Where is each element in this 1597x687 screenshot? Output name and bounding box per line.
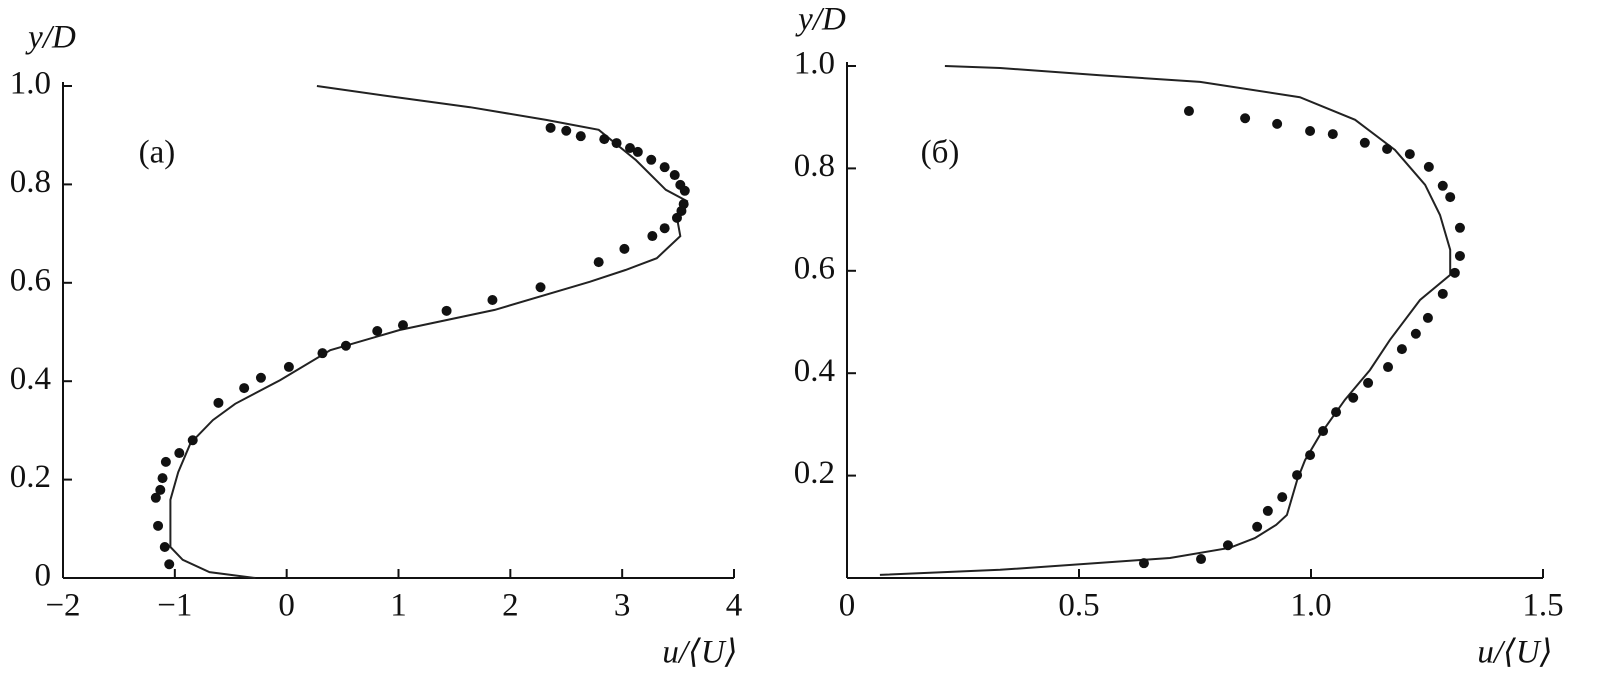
y-tick-label: 0.6 <box>10 262 51 298</box>
y-axis-label: y/D <box>25 20 76 56</box>
data-point <box>1423 161 1434 172</box>
x-tick-label: 1.5 <box>1522 588 1563 624</box>
y-tick-label: 0.2 <box>10 459 51 495</box>
data-point <box>575 131 586 142</box>
data-point <box>1331 407 1342 418</box>
data-point <box>174 448 185 459</box>
data-point <box>239 383 250 394</box>
data-point <box>1138 558 1149 569</box>
x-tick-label: 1 <box>390 588 407 624</box>
data-point <box>1252 521 1263 532</box>
data-point <box>599 134 610 145</box>
data-point <box>1449 267 1460 278</box>
x-tick-label: 0 <box>278 588 295 624</box>
data-point <box>1437 288 1448 299</box>
data-point <box>1437 180 1448 191</box>
data-point <box>317 348 328 359</box>
data-point <box>593 257 604 268</box>
profile-line <box>169 85 689 579</box>
data-point <box>1445 192 1456 203</box>
x-tick-label: −1 <box>157 588 192 624</box>
data-point <box>372 326 383 337</box>
data-point <box>155 484 166 495</box>
y-tick-label: 0.8 <box>10 164 51 200</box>
x-tick-label: 4 <box>726 588 743 624</box>
data-point <box>1454 250 1465 261</box>
data-point <box>340 340 351 351</box>
data-point <box>1318 426 1329 437</box>
data-point <box>397 320 408 331</box>
data-point <box>153 520 164 531</box>
data-point <box>1305 450 1316 461</box>
data-point <box>1183 106 1194 117</box>
y-tick-label: 0 <box>35 558 52 594</box>
data-point <box>164 559 175 570</box>
y-tick-label: 1.0 <box>10 66 51 102</box>
data-point <box>1383 362 1394 373</box>
panel-label: (a) <box>139 135 176 171</box>
data-point <box>1410 328 1421 339</box>
x-tick-label: 0.5 <box>1058 588 1099 624</box>
data-point <box>1262 505 1273 516</box>
data-point <box>611 138 622 149</box>
data-point <box>1404 149 1415 160</box>
data-point <box>150 492 161 503</box>
x-axis-label: u/⟨U⟩ <box>662 635 737 671</box>
data-point <box>659 162 670 173</box>
data-point <box>1292 470 1303 481</box>
x-tick-label: 3 <box>614 588 631 624</box>
data-point <box>1327 129 1338 140</box>
x-tick-label: −2 <box>45 588 80 624</box>
y-tick-label: 1.0 <box>794 46 835 82</box>
data-point <box>159 542 170 553</box>
data-point <box>487 295 498 306</box>
data-point <box>1196 554 1207 565</box>
y-axis-label: y/D <box>795 2 846 38</box>
data-point <box>441 305 452 316</box>
data-point <box>1396 344 1407 355</box>
data-point <box>1348 392 1359 403</box>
data-point <box>1240 113 1251 124</box>
data-point <box>647 231 658 242</box>
y-tick-label: 0.4 <box>10 361 51 397</box>
y-tick-label: 0.2 <box>794 455 835 491</box>
data-point <box>1272 118 1283 129</box>
data-point <box>1454 222 1465 233</box>
data-point <box>1382 143 1393 154</box>
data-point <box>1222 540 1233 551</box>
x-tick-label: 0 <box>839 588 856 624</box>
data-point <box>187 435 198 446</box>
x-tick-label: 1.0 <box>1290 588 1331 624</box>
data-point <box>1305 126 1316 137</box>
data-point <box>624 142 635 153</box>
data-point <box>213 397 224 408</box>
x-tick-label: 2 <box>502 588 519 624</box>
x-axis-label: u/⟨U⟩ <box>1477 635 1552 671</box>
profile-line <box>879 65 1452 576</box>
data-point <box>1422 312 1433 323</box>
y-tick-label: 0.8 <box>794 148 835 184</box>
data-point <box>619 243 630 254</box>
data-point <box>659 223 670 234</box>
data-point <box>646 154 657 165</box>
data-point <box>561 125 572 136</box>
data-point <box>671 212 682 223</box>
data-point <box>283 361 294 372</box>
panel-label: (б) <box>921 135 960 171</box>
data-point <box>669 170 680 181</box>
data-point <box>679 185 690 196</box>
data-point <box>1363 377 1374 388</box>
data-point <box>160 456 171 467</box>
data-point <box>1359 137 1370 148</box>
data-point <box>632 146 643 157</box>
y-tick-label: 0.4 <box>794 353 835 389</box>
data-point <box>157 473 168 484</box>
data-point <box>535 282 546 293</box>
y-tick-label: 0.6 <box>794 250 835 286</box>
data-point <box>1277 492 1288 503</box>
data-point <box>545 122 556 133</box>
data-point <box>255 372 266 383</box>
